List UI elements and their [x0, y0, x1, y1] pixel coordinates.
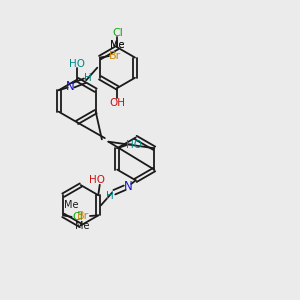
Text: HO: HO — [69, 59, 85, 69]
Text: HO: HO — [126, 140, 142, 150]
Text: N: N — [124, 180, 133, 193]
Text: Me: Me — [64, 200, 79, 210]
Text: HO: HO — [89, 175, 105, 185]
Text: Me: Me — [110, 40, 124, 50]
Text: Cl: Cl — [73, 212, 83, 222]
Text: Br: Br — [77, 211, 89, 221]
Text: Me: Me — [110, 40, 125, 50]
Text: Cl: Cl — [112, 28, 123, 38]
Text: Me: Me — [75, 221, 89, 231]
Text: OH: OH — [110, 98, 125, 108]
Text: H: H — [84, 73, 92, 83]
Text: Br: Br — [109, 51, 122, 61]
Text: H: H — [106, 191, 114, 201]
Text: N: N — [66, 80, 74, 93]
